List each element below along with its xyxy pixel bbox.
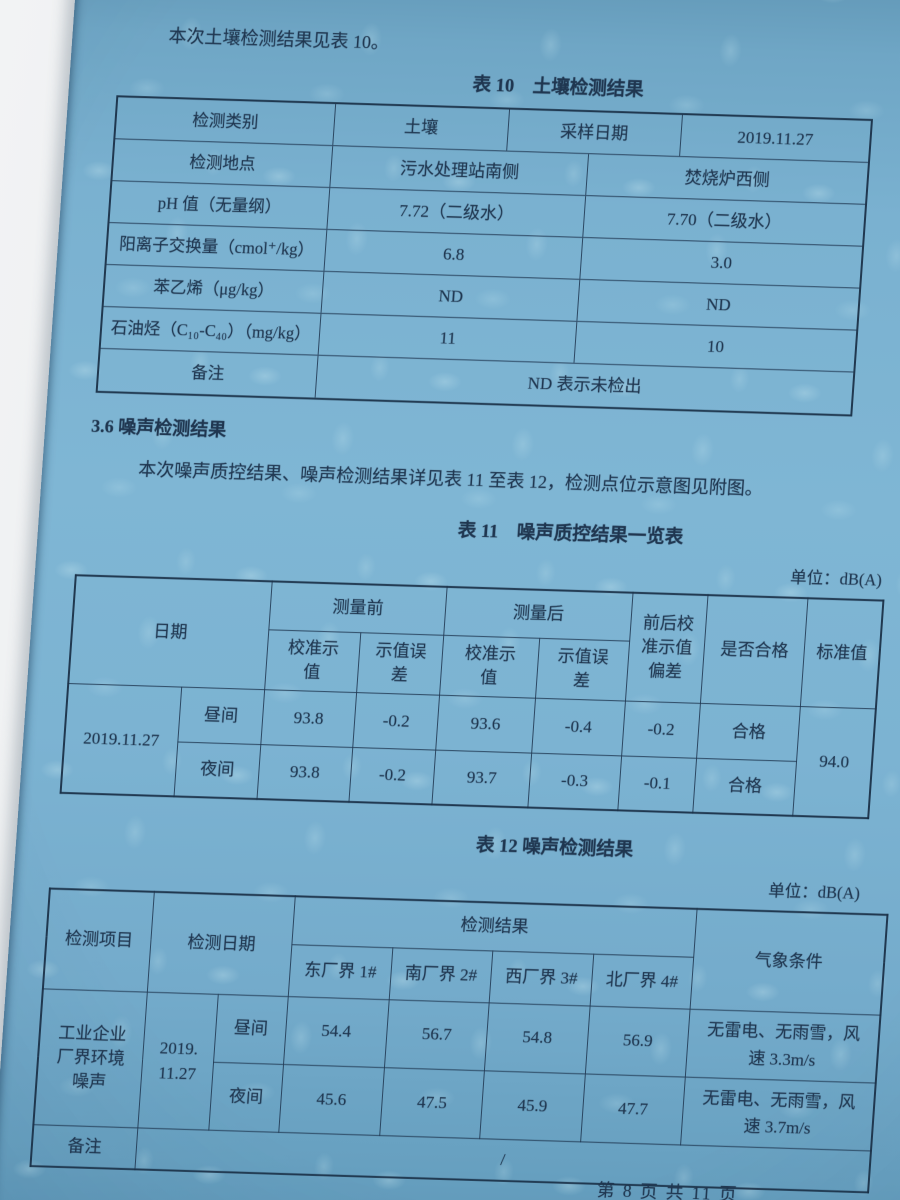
table-cell: 石油烃（C₁₀-C₄₀）（mg/kg） — [100, 306, 322, 355]
table-cell: 54.8 — [484, 1002, 590, 1074]
table-cell: 备注 — [97, 348, 319, 398]
table-cell: 11 — [318, 313, 578, 363]
table-cell: ND — [705, 294, 732, 315]
table-cell: 10 — [706, 336, 725, 356]
table-cell: 夜间 — [173, 741, 261, 799]
date-line: 11.27 — [157, 1063, 197, 1084]
table-cell: 2019.11.27 — [736, 127, 814, 149]
table-cell: 56.7 — [384, 999, 490, 1071]
table-cell: 45.6 — [278, 1063, 385, 1135]
table-cell: 6.8 — [324, 229, 584, 279]
table-cell: 3.0 — [710, 252, 733, 273]
table-cell: 备注 — [30, 1124, 139, 1170]
table-cell: -0.4 — [531, 697, 626, 756]
header-cell: 示值误差 — [356, 632, 444, 695]
soil-results-table: 检测类别 土壤 采样日期 2019.11.27 检测地点 污水处理站南侧 焚烧炉… — [95, 95, 874, 417]
date-line: 2019. — [159, 1038, 199, 1059]
header-cell: 校准示值 — [264, 629, 361, 693]
noise-results-table: 检测项目 检测日期 检测结果 气象条件 东厂界 1# 南厂界 2# 西厂界 3#… — [29, 887, 889, 1194]
table-cell: -0.2 — [348, 746, 436, 805]
table-cell: -0.1 — [617, 755, 697, 813]
header-cell: 气象条件 — [690, 908, 888, 1015]
table-cell: 阳离子交换量（cmol⁺/kg） — [106, 223, 328, 271]
table-cell: 93.6 — [435, 694, 536, 753]
table-cell: 无雷电、无雨雪，风速 3.7m/s — [680, 1076, 876, 1151]
table-cell: 2019. 11.27 — [138, 991, 218, 1130]
table-cell: 合格 — [692, 757, 797, 816]
table-cell: ND — [321, 271, 581, 321]
header-cell: 检测日期 — [147, 891, 296, 997]
table-cell: 夜间 — [208, 1061, 284, 1132]
table-cell: 93.8 — [260, 689, 357, 747]
table-cell: 昼间 — [213, 993, 289, 1064]
table-cell: 45.9 — [479, 1070, 586, 1142]
table-cell: 56.9 — [585, 1005, 691, 1077]
table-cell: 7.72（二级水） — [327, 188, 587, 237]
header-cell: 前后校准示值偏差 — [625, 592, 709, 703]
table-cell: 昼间 — [177, 686, 265, 745]
table-cell: 合格 — [696, 702, 801, 761]
table-cell: 7.70（二级水） — [666, 209, 783, 232]
noise-qc-table: 日期 测量前 测量后 前后校准示值偏差 是否合格 标准值 校准示值 示值误差 校… — [59, 574, 885, 820]
table-cell: 土壤 — [333, 104, 510, 151]
table-cell: 47.5 — [379, 1067, 485, 1139]
table-cell: 93.7 — [432, 749, 532, 808]
header-cell: 示值误差 — [535, 637, 630, 701]
noise-intro-paragraph: 本次噪声质控结果、噪声检测结果详见表 11 至表 12，检测点位示意图见附图。 — [137, 459, 764, 499]
header-cell: 南厂界 2# — [388, 947, 493, 1003]
header-cell: 西厂界 3# — [489, 950, 594, 1006]
table-cell: 无雷电、无雨雪，风速 3.3m/s — [685, 1008, 881, 1083]
table-cell: 采样日期 — [506, 109, 683, 156]
page-content: 本次土壤检测结果见表 10。 表 10 土壤检测结果 检测类别 土壤 采样日期 … — [29, 21, 900, 1194]
table-cell: 焚烧炉西侧 — [684, 167, 771, 190]
header-cell: 东厂界 1# — [288, 944, 393, 1000]
header-cell: 检测项目 — [42, 888, 155, 992]
header-cell: 测量前 — [268, 581, 448, 635]
table-cell: -0.3 — [527, 752, 622, 811]
header-cell: 日期 — [68, 575, 273, 690]
table-cell: 54.4 — [283, 996, 389, 1068]
table-cell: 污水处理站南侧 — [330, 146, 590, 196]
table-cell: 47.7 — [580, 1073, 686, 1145]
table-cell: 检测地点 — [112, 139, 334, 188]
header-cell: 校准示值 — [439, 634, 540, 698]
table-cell: 苯乙烯（μg/kg） — [103, 264, 325, 313]
table-cell: 检测类别 — [115, 97, 337, 146]
header-cell: 北厂界 4# — [589, 953, 694, 1009]
table-cell: 94.0 — [793, 706, 876, 819]
header-cell: 标准值 — [800, 598, 884, 709]
table-cell: pH 值（无量纲） — [109, 181, 331, 229]
header-cell: 是否合格 — [700, 595, 809, 707]
header-cell: 测量后 — [443, 586, 634, 641]
table-cell: -0.2 — [621, 700, 701, 758]
section-heading: 3.6 噪声检测结果 — [90, 415, 227, 440]
table-cell: 工业企业厂界环境噪声 — [33, 988, 148, 1128]
table-cell: 2019.11.27 — [60, 683, 182, 797]
table-cell: 93.8 — [256, 744, 353, 802]
table-cell: -0.2 — [352, 692, 440, 750]
